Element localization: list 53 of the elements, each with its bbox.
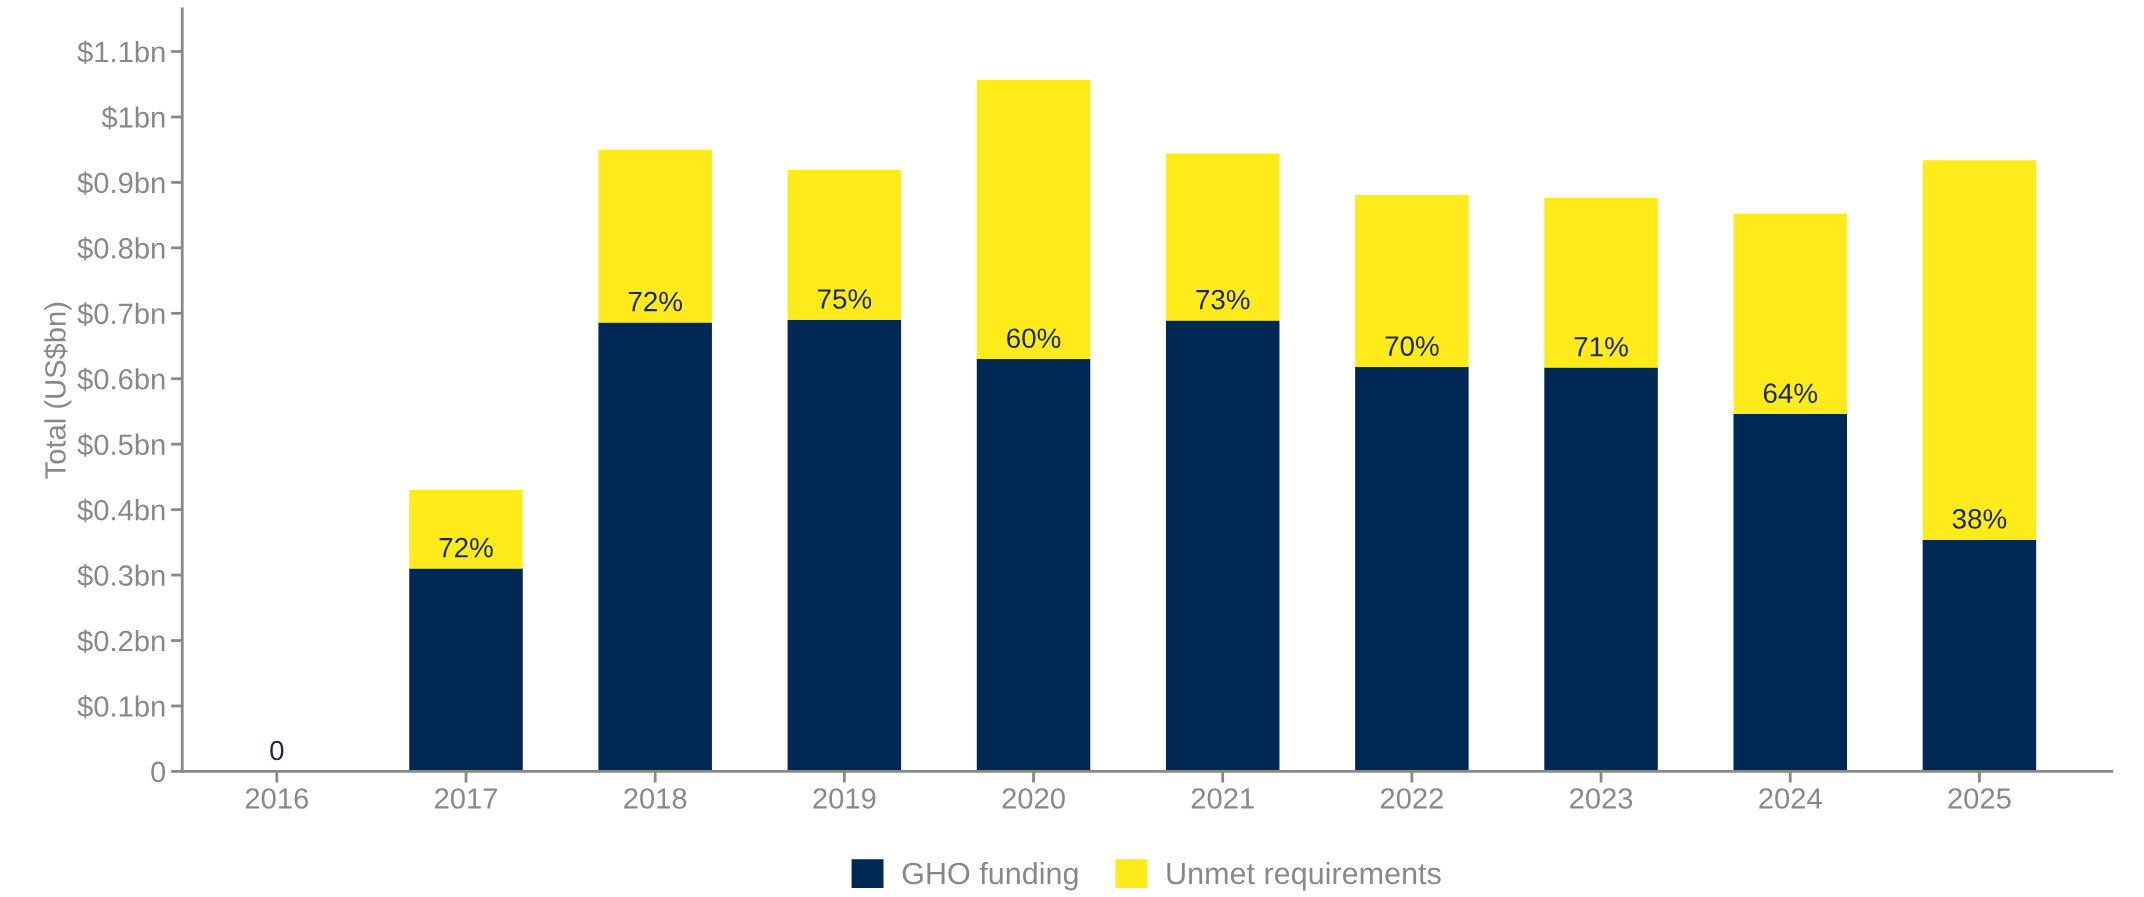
x-tick-label: 2021: [1191, 788, 1254, 809]
y-tick-label: $0.7bn: [77, 302, 165, 326]
bar: [976, 359, 1091, 772]
annotation: 38%: [1952, 509, 2007, 529]
annotation: 71%: [1574, 337, 1628, 357]
bar: [1544, 367, 1658, 772]
annotation: 73%: [1196, 289, 1250, 310]
bar: [787, 319, 902, 772]
y-tick-label: $0.8bn: [77, 236, 165, 261]
bar: [1733, 213, 1847, 415]
annotation: 64%: [1763, 383, 1818, 404]
bar: [598, 322, 712, 772]
bar: [1355, 194, 1469, 367]
annotation: 60%: [1007, 328, 1061, 349]
bar: [1544, 198, 1658, 368]
y-tick-label: 0: [151, 761, 166, 783]
bar: [1165, 153, 1280, 321]
y-tick-label: $0.3bn: [77, 564, 165, 588]
annotation: 0: [270, 740, 284, 761]
annotation: 70%: [1385, 336, 1439, 356]
y-tick-label: $0.6bn: [77, 367, 165, 392]
annotation: 72%: [439, 537, 493, 558]
annotation: 75%: [817, 289, 872, 309]
bar: [787, 169, 902, 320]
bar: [976, 79, 1091, 360]
x-tick-label: 2023: [1570, 788, 1633, 809]
y-tick-label: $0.5bn: [77, 433, 165, 457]
bar: [598, 149, 712, 323]
y-tick-label: $0.1bn: [77, 694, 165, 719]
x-tick-label: 2016: [245, 788, 308, 809]
x-tick-label: 2022: [1380, 788, 1443, 809]
x-tick-label: 2018: [624, 788, 687, 809]
bar: [1922, 160, 2037, 540]
y-tick-label: $1bn: [101, 105, 165, 130]
bar: [1165, 320, 1280, 772]
y-tick-label: $1.1bn: [77, 40, 165, 65]
legend-label: Unmet requirements: [1167, 861, 1441, 891]
bar: [409, 568, 523, 772]
legend-label: GHO funding: [902, 861, 1078, 891]
y-tick-label: $0.2bn: [77, 629, 165, 654]
x-tick-label: 2025: [1948, 788, 2011, 809]
annotation: 72%: [628, 291, 682, 312]
x-tick-label: 2020: [1002, 788, 1065, 809]
x-tick-label: 2024: [1759, 788, 1822, 809]
x-tick-label: 2017: [435, 788, 497, 809]
bar: [1733, 414, 1847, 772]
x-tick-label: 2019: [813, 788, 876, 809]
bar: [1922, 539, 2037, 772]
bar: [1355, 366, 1469, 772]
bar: [409, 490, 523, 569]
y-tick-label: $0.4bn: [77, 498, 165, 523]
y-axis-title: Total (US$bn): [43, 302, 72, 479]
y-tick-label: $0.9bn: [77, 171, 165, 195]
